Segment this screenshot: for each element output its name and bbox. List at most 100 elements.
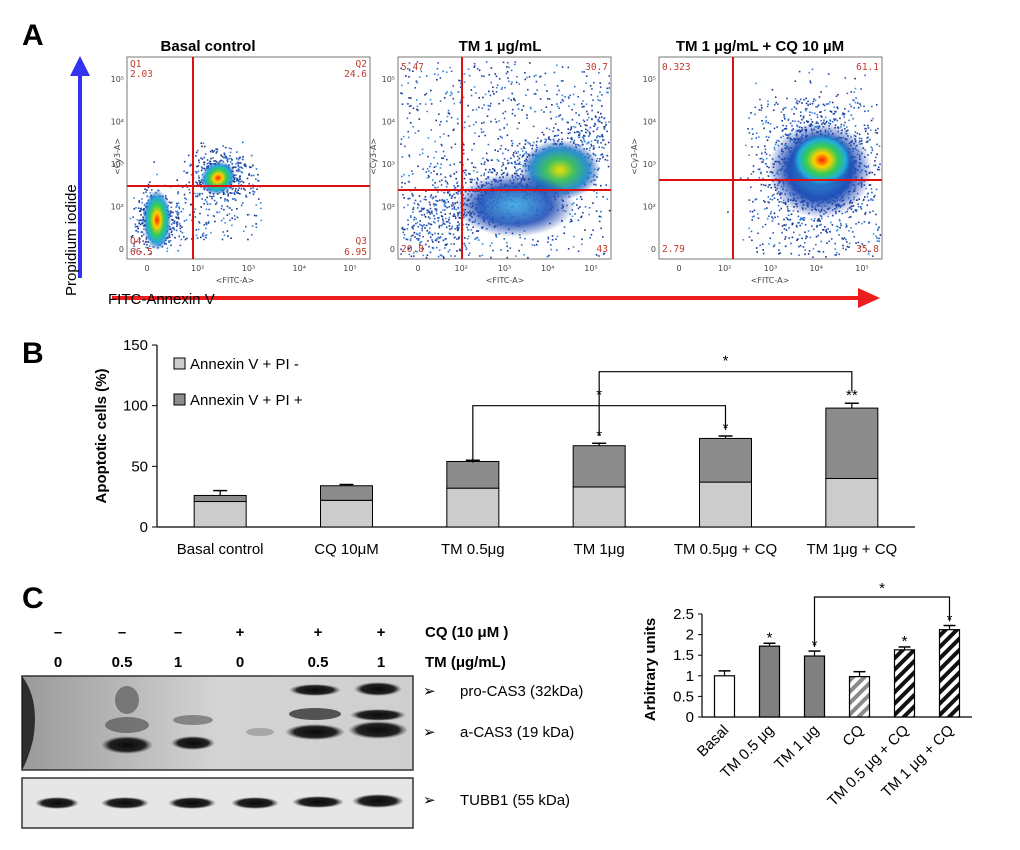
x-tick-label: TM 0.5 μg + CQ	[824, 722, 912, 810]
arrow-icon: ➢	[423, 724, 436, 741]
quadrant-q2-value: 24.6	[344, 69, 367, 80]
quadrant-q4-name: Q4	[130, 236, 142, 247]
flow-x-tick-label: 10⁴	[810, 264, 823, 273]
flow-x-label: <FITC-A>	[216, 276, 255, 285]
flow-x-tick-label: 0	[676, 264, 681, 273]
significance-bracket	[598, 371, 853, 436]
cq-row-label: CQ (10 μM )	[425, 624, 508, 641]
quadrant-q1-value: 5.47	[401, 62, 424, 73]
y-tick-label: 0	[686, 709, 694, 726]
flow-plot-title: Basal control	[160, 38, 255, 55]
y-tick-label: 50	[131, 458, 148, 475]
legend-label: Annexin V + PI +	[190, 392, 303, 409]
flow-y-tick-label: 10⁴	[643, 118, 656, 127]
x-tick-label: TM 1 μg	[771, 722, 822, 773]
flow-x-tick-label: 10²	[455, 264, 468, 273]
significance-marker: *	[902, 633, 908, 650]
flow-y-tick-label: 10⁵	[643, 75, 656, 84]
flow-plot-title: TM 1 µg/mL	[459, 38, 542, 55]
bar	[848, 676, 871, 718]
legend-swatch	[173, 357, 186, 370]
quadrant-q2-value: 30.7	[585, 62, 608, 73]
bar-segment	[193, 501, 247, 528]
quadrant-q3-value: 43	[597, 244, 608, 255]
quadrant-q4-value: 66.5	[130, 247, 153, 258]
bar-segment	[446, 460, 500, 489]
tm-dose: 0.5	[308, 654, 329, 671]
band-label-tubb1: TUBB1 (55 kDa)	[460, 792, 570, 809]
flow-y-tick-label: 10²	[382, 203, 395, 212]
flow-x-tick-label: 0	[144, 264, 149, 273]
flow-x-tick-label: 10⁵	[343, 264, 356, 273]
stacked-bar-chart-apoptosis: 0 50 100 150 Apoptotic cells (%) Basal contro…	[93, 337, 915, 558]
y-tick-label: 2	[686, 627, 694, 644]
bracket-significance-label: *	[879, 580, 885, 597]
tm-dose: 0	[236, 654, 244, 671]
y-tick-label: 150	[123, 337, 148, 354]
panel-label-c: C	[22, 582, 44, 615]
flow-plot-basal: Basal control Q1 2.03 Q2 24.6 Q3 6.95 Q4…	[111, 38, 371, 285]
cq-sign: –	[54, 624, 62, 641]
flow-x-label: <FITC-A>	[751, 276, 790, 285]
y-tick-label: 2.5	[673, 606, 694, 623]
band-label-a-cas3: a-CAS3 (19 kDa)	[460, 724, 574, 741]
bar-segment	[572, 445, 626, 488]
bar-segment	[193, 494, 247, 503]
y-tick-label: 1.5	[673, 647, 694, 664]
flow-plot-title: TM 1 µg/mL + CQ 10 µM	[676, 38, 844, 55]
bar	[938, 629, 961, 718]
quadrant-q2-name: Q2	[356, 59, 367, 70]
significance-marker: *	[767, 629, 773, 646]
flow-x-tick-label: 10³	[242, 264, 255, 273]
quadrant-q3-value: 35.8	[856, 244, 879, 255]
bar-segment	[572, 486, 626, 528]
bar-segment	[699, 481, 752, 528]
flow-x-tick-label: 10²	[718, 264, 731, 273]
tm-dose: 1	[377, 654, 385, 671]
cq-sign: +	[377, 624, 386, 641]
quadrant-q4-value: 2.79	[662, 244, 685, 255]
bar-segment	[446, 487, 500, 528]
y-tick-label: 1	[686, 668, 694, 685]
flow-y-tick-label: 10²	[111, 203, 124, 212]
tm-dose: 0	[54, 654, 62, 671]
flow-x-tick-label: 10³	[764, 264, 777, 273]
tm-row-label: TM (μg/mL)	[425, 654, 506, 671]
significance-marker: **	[846, 387, 858, 404]
quadrant-q1-value: 0.323	[662, 62, 691, 73]
y-axis-label-propidium-iodide: Propidium iodide	[63, 184, 80, 296]
x-tick-label: TM 0.5μg	[441, 541, 505, 558]
cq-sign: +	[236, 624, 245, 641]
cq-sign: –	[118, 624, 126, 641]
arrow-icon: ➢	[423, 792, 436, 809]
flow-y-tick-label: 0	[390, 245, 395, 254]
quadrant-q3-value: 6.95	[344, 247, 367, 258]
cas3-bands	[22, 676, 408, 770]
bar-segment	[825, 407, 879, 479]
flow-y-tick-label: 0	[651, 245, 656, 254]
bar-segment	[320, 499, 373, 528]
flow-axis-arrows	[70, 56, 880, 308]
x-tick-label: Basal	[694, 722, 733, 761]
flow-x-label: <FITC-A>	[486, 276, 525, 285]
cq-sign: +	[314, 624, 323, 641]
arrow-icon: ➢	[423, 683, 436, 700]
flow-plot-tm: TM 1 µg/mL 5.47 30.7 43 20.8 <Cy3-A> <FI…	[369, 38, 612, 285]
flow-x-tick-label: 10⁴	[293, 264, 306, 273]
quadrant-q1-value: 2.03	[130, 69, 153, 80]
flow-y-tick-label: 10³	[111, 160, 124, 169]
tubb1-blot	[21, 777, 414, 829]
x-tick-label: Basal control	[177, 541, 264, 558]
bar	[713, 675, 736, 718]
flow-y-tick-label: 10⁴	[111, 118, 124, 127]
y-axis-label: Arbitrary units	[642, 618, 659, 721]
band-label-pro-cas3: pro-CAS3 (32kDa)	[460, 683, 583, 700]
panel-label-b: B	[22, 337, 44, 370]
y-tick-label: 0	[140, 519, 148, 536]
flow-y-label: <Cy3-A>	[113, 138, 122, 175]
flow-y-tick-label: 10³	[643, 160, 656, 169]
x-tick-label: TM 1μg	[574, 541, 625, 558]
flow-y-label: <Cy3-A>	[630, 138, 639, 175]
quadrant-q1-name: Q1	[130, 59, 142, 70]
quadrant-q3-name: Q3	[356, 236, 367, 247]
